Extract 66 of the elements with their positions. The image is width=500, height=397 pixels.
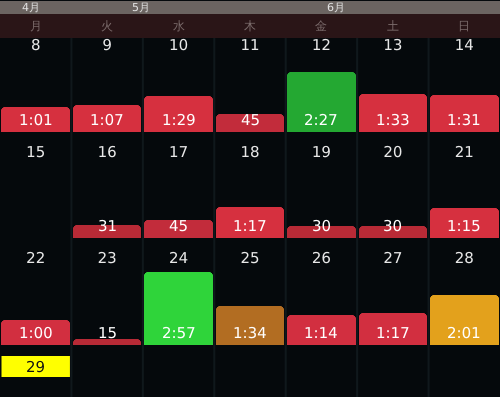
x-tick-label: 18 — [240, 143, 260, 161]
data-label: 2:57 — [162, 324, 196, 342]
data-label: 1:15 — [447, 217, 481, 235]
bar — [144, 272, 213, 345]
data-label: 1:29 — [162, 111, 196, 129]
bar — [144, 220, 213, 238]
data-label: 45 — [241, 111, 260, 129]
text: 日 — [458, 19, 470, 33]
bar — [430, 208, 499, 238]
data-label: 1:34 — [233, 324, 267, 342]
data-label: 15 — [98, 324, 118, 342]
x-tick-label: 14 — [454, 36, 474, 54]
x-tick-label: 15 — [26, 143, 46, 161]
x-tick-label: 11 — [240, 36, 260, 54]
text: 火 — [101, 19, 113, 33]
data-label: 1:17 — [376, 324, 410, 342]
x-tick-label: 16 — [98, 143, 117, 161]
data-label: 1:31 — [447, 111, 481, 129]
x-tick-label: 28 — [454, 249, 474, 267]
bar — [287, 72, 356, 132]
bar — [1, 107, 70, 132]
data-label: 2:01 — [447, 324, 481, 342]
x-tick-label: 19 — [312, 143, 331, 161]
x-tick-label: 10 — [169, 36, 188, 54]
bar — [73, 105, 141, 132]
bar — [430, 95, 499, 132]
x-tick-label: 21 — [454, 143, 474, 161]
text: 6月 — [327, 1, 345, 14]
x-tick-label: 23 — [98, 249, 117, 267]
x-tick-label: 20 — [383, 143, 402, 161]
text: 5月 — [132, 1, 150, 14]
data-label: 2:27 — [304, 111, 338, 129]
bar — [359, 313, 427, 345]
bar — [216, 207, 284, 238]
bar — [144, 96, 213, 132]
text: 水 — [173, 19, 185, 33]
x-tick-label: 8 — [30, 36, 40, 54]
data-label: 1:17 — [233, 217, 267, 235]
x-tick-label: 25 — [240, 249, 260, 267]
data-label: 1:07 — [90, 111, 124, 129]
text: 4月 — [22, 1, 40, 14]
text: 木 — [244, 19, 256, 33]
data-label: 1:01 — [19, 111, 53, 129]
text: 金 — [315, 19, 327, 33]
x-tick-label: 12 — [312, 36, 331, 54]
data-label: 1:14 — [304, 324, 338, 342]
x-tick-label: 24 — [169, 249, 188, 267]
bar — [73, 339, 141, 345]
text: 土 — [387, 19, 399, 33]
data-label: 45 — [169, 217, 188, 235]
data-label: 1:33 — [376, 111, 410, 129]
data-label: 1:00 — [19, 324, 53, 342]
x-tick-label: 22 — [26, 249, 46, 267]
x-tick-label: 17 — [169, 143, 188, 161]
x-tick-label: 26 — [312, 249, 331, 267]
bar — [216, 306, 284, 345]
bar — [287, 315, 356, 345]
x-tick-label: 13 — [383, 36, 402, 54]
x-tick-label: 27 — [383, 249, 402, 267]
x-tick-label: 9 — [102, 36, 112, 54]
text: 29 — [26, 358, 46, 376]
bar — [430, 295, 499, 345]
text: 月 — [30, 19, 42, 33]
bar — [359, 94, 427, 132]
bar — [1, 320, 70, 345]
bar — [216, 114, 284, 132]
